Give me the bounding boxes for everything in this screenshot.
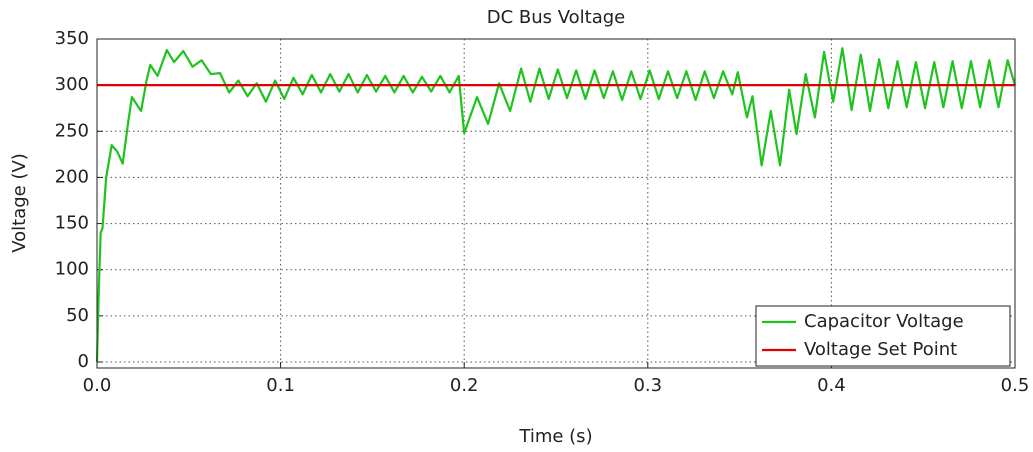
y-tick-label: 350: [55, 28, 89, 49]
x-tick-label: 0.3: [633, 375, 662, 396]
y-tick-label: 100: [55, 259, 89, 280]
chart-title: DC Bus Voltage: [487, 7, 626, 28]
y-tick-label: 50: [66, 305, 89, 326]
y-tick-label: 150: [55, 213, 89, 234]
x-tick-label: 0.1: [266, 375, 295, 396]
y-tick-label: 300: [55, 74, 89, 95]
x-tick-label: 0.4: [817, 375, 846, 396]
y-tick-label: 250: [55, 120, 89, 141]
x-axis-label: Time (s): [518, 426, 592, 447]
x-tick-label: 0.5: [1001, 375, 1030, 396]
y-axis-label: Voltage (V): [9, 153, 30, 253]
x-tick-label: 0.2: [450, 375, 479, 396]
legend-box: [755, 305, 1011, 367]
plot-frame: [96, 38, 1016, 369]
legend-label: Voltage Set Point: [804, 339, 957, 360]
series-line: [95, 47, 1017, 363]
y-tick-label: 0: [78, 351, 89, 372]
x-tick-label: 0.0: [83, 375, 112, 396]
y-tick-label: 200: [55, 166, 89, 187]
legend-label: Capacitor Voltage: [804, 311, 964, 332]
